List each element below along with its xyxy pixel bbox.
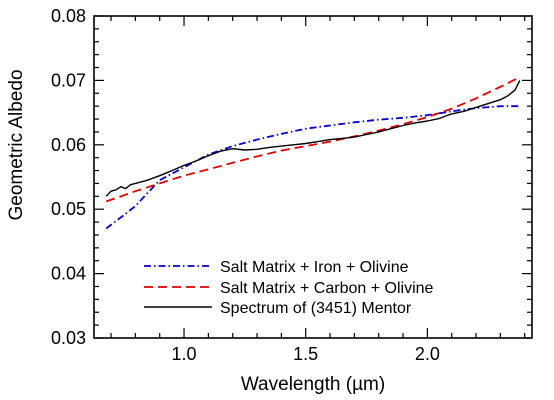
series-line-1	[105, 105, 520, 230]
y-tick-label: 0.04	[51, 264, 86, 284]
legend-label-1: Salt Matrix + Iron + Olivine	[220, 259, 409, 276]
x-axis-label: Wavelength (µm)	[241, 374, 385, 395]
axes-layer: 1.0 1.5 2.0 0.03 0.04 0.05 0.06 0.07 0.08	[51, 6, 533, 364]
series-line-2	[105, 76, 521, 203]
y-axis-label: Geometric Albedo	[6, 69, 27, 220]
legend-label-3: Spectrum of (3451) Mentor	[220, 300, 412, 317]
x-tick-label: 2.0	[415, 344, 440, 364]
series-line-3	[105, 80, 521, 197]
y-tick-label: 0.08	[51, 6, 86, 26]
legend-label-2: Salt Matrix + Carbon + Olivine	[220, 280, 434, 297]
y-tick-label: 0.03	[51, 328, 86, 348]
y-tick-label: 0.07	[51, 70, 86, 90]
series-layer	[105, 76, 521, 230]
y-tick-label: 0.06	[51, 135, 86, 155]
plot-frame	[93, 15, 533, 339]
y-tick-label: 0.05	[51, 199, 86, 219]
x-tick-label: 1.5	[293, 344, 318, 364]
x-tick-label: 1.0	[172, 344, 197, 364]
legend: Salt Matrix + Iron + Olivine Salt Matrix …	[144, 259, 434, 317]
